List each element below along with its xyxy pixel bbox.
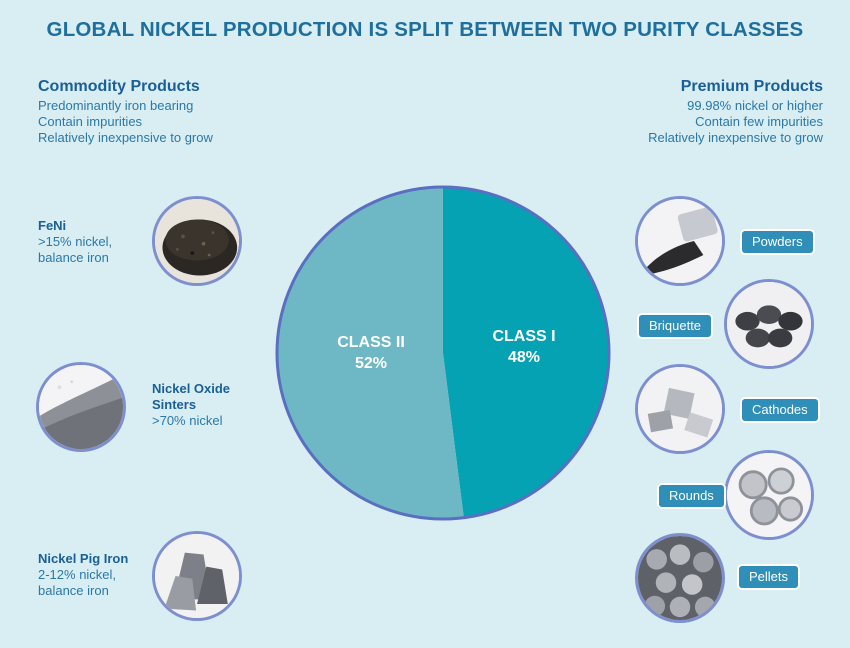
rounds-photo bbox=[724, 450, 814, 540]
commodity-header: Commodity Products Predominantly iron be… bbox=[38, 78, 213, 146]
premium-header: Premium Products 99.98% nickel or higher… bbox=[648, 78, 823, 146]
commodity-heading: Commodity Products bbox=[38, 78, 200, 95]
cathodes-photo bbox=[635, 364, 725, 454]
pig-iron-desc: balance iron bbox=[38, 583, 109, 598]
powders-label: Powders bbox=[742, 231, 813, 253]
pig-iron-desc: 2-12% nickel, bbox=[38, 567, 117, 582]
class-ii-label: CLASS II bbox=[337, 334, 405, 351]
premium-heading: Premium Products bbox=[680, 78, 823, 95]
powders-photo bbox=[635, 196, 725, 286]
rounds-label: Rounds bbox=[659, 485, 724, 507]
pig-iron-text: Nickel Pig Iron 2-12% nickel, balance ir… bbox=[38, 551, 128, 599]
commodity-line: Predominantly iron bearing bbox=[38, 98, 194, 113]
pie-slice-class-ii bbox=[277, 187, 464, 519]
commodity-line: Contain impurities bbox=[38, 114, 143, 129]
premium-line: Relatively inexpensive to grow bbox=[648, 130, 823, 145]
nickel-oxide-name: Nickel Oxide bbox=[152, 381, 231, 396]
pellets-photo bbox=[635, 533, 725, 623]
class-pie-chart: CLASS II 52% CLASS I 48% bbox=[275, 185, 611, 521]
pig-iron-photo bbox=[152, 531, 242, 621]
feni-name: FeNi bbox=[38, 218, 67, 233]
briquette-label: Briquette bbox=[639, 315, 712, 337]
nickel-oxide-name: Sinters bbox=[152, 397, 197, 412]
premium-line: Contain few impurities bbox=[695, 114, 823, 129]
feni-text: FeNi >15% nickel, balance iron bbox=[38, 218, 112, 266]
premium-line: 99.98% nickel or higher bbox=[687, 98, 823, 113]
feni-desc: >15% nickel, bbox=[38, 234, 113, 249]
nickel-oxide-desc: >70% nickel bbox=[152, 413, 223, 428]
pie-outline bbox=[275, 185, 611, 521]
pie-slice-class-i bbox=[443, 187, 610, 518]
feni-desc: balance iron bbox=[38, 250, 109, 265]
nickel-oxide-text: Nickel Oxide Sinters >70% nickel bbox=[152, 381, 230, 429]
class-ii-value: 52% bbox=[355, 355, 387, 372]
feni-photo bbox=[152, 196, 242, 286]
pellets-label: Pellets bbox=[739, 566, 799, 588]
commodity-line: Relatively inexpensive to grow bbox=[38, 130, 213, 145]
class-i-value: 48% bbox=[508, 349, 540, 366]
class-i-label: CLASS I bbox=[492, 328, 555, 345]
briquette-photo bbox=[724, 279, 814, 369]
pig-iron-name: Nickel Pig Iron bbox=[38, 551, 129, 566]
page-title: GLOBAL NICKEL PRODUCTION IS SPLIT BETWEE… bbox=[46, 18, 804, 41]
cathodes-label: Cathodes bbox=[742, 399, 818, 421]
nickel-oxide-photo bbox=[36, 362, 126, 452]
